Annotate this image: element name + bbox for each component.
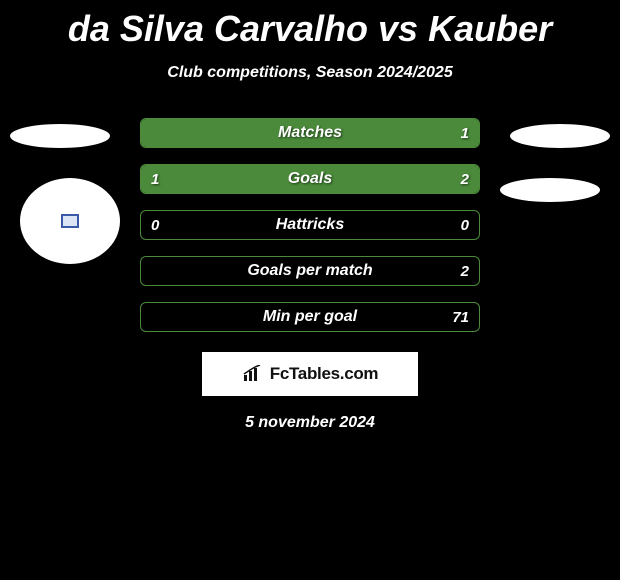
stat-label: Hattricks [141, 211, 479, 239]
stat-row: Hattricks 0 0 [140, 210, 480, 240]
page-title: da Silva Carvalho vs Kauber [0, 0, 620, 50]
stat-value-right: 0 [461, 211, 469, 239]
brand-box: FcTables.com [202, 352, 418, 396]
stat-row: Goals 1 2 [140, 164, 480, 194]
stat-label: Min per goal [141, 303, 479, 331]
stat-value-right: 2 [461, 257, 469, 285]
stat-value-right: 71 [452, 303, 469, 331]
stat-value-left: 0 [151, 211, 159, 239]
bar-chart-icon [242, 365, 264, 383]
stat-label: Goals per match [141, 257, 479, 285]
subtitle: Club competitions, Season 2024/2025 [0, 64, 620, 82]
stat-label: Goals [141, 165, 479, 193]
stat-row: Matches 1 [140, 118, 480, 148]
brand-text: FcTables.com [270, 364, 379, 384]
stat-value-right: 2 [461, 165, 469, 193]
stat-label: Matches [141, 119, 479, 147]
date-text: 5 november 2024 [0, 414, 620, 432]
stats-container: Matches 1 Goals 1 2 Hattricks 0 0 Goals … [0, 118, 620, 332]
stat-row: Min per goal 71 [140, 302, 480, 332]
stat-value-right: 1 [461, 119, 469, 147]
stat-row: Goals per match 2 [140, 256, 480, 286]
stat-value-left: 1 [151, 165, 159, 193]
